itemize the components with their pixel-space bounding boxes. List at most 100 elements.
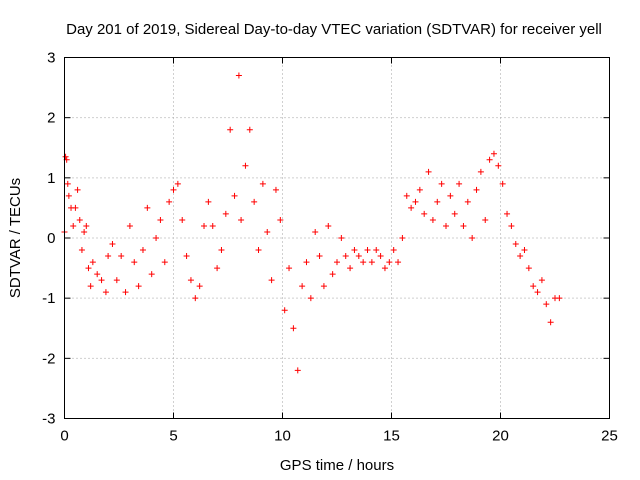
data-point <box>390 247 397 254</box>
data-point <box>231 192 238 199</box>
data-point <box>85 265 92 272</box>
data-point <box>534 289 541 296</box>
data-point <box>538 277 545 284</box>
data-point <box>94 271 101 278</box>
y-axis-label: SDTVAR / TECUs <box>7 178 24 298</box>
x-tick-label: 20 <box>492 428 509 445</box>
data-point <box>469 235 476 241</box>
data-point <box>477 168 484 175</box>
data-point <box>201 222 208 229</box>
data-point <box>547 319 554 326</box>
data-point <box>556 295 563 302</box>
data-point <box>131 259 138 266</box>
data-point <box>395 259 402 266</box>
data-point <box>377 253 384 260</box>
data-point <box>268 277 275 284</box>
data-point <box>98 277 105 284</box>
data-point <box>238 216 245 223</box>
y-tick-label: 1 <box>47 170 55 187</box>
data-point <box>360 259 367 266</box>
data-point <box>408 204 415 211</box>
data-point <box>447 192 454 199</box>
data-point <box>62 153 69 160</box>
data-point <box>460 222 467 229</box>
data-point <box>438 180 445 187</box>
data-point <box>174 180 181 187</box>
data-point <box>512 241 519 248</box>
data-point <box>451 210 458 217</box>
data-point <box>517 253 524 260</box>
data-point <box>74 186 81 193</box>
x-axis-label: GPS time / hours <box>280 457 394 474</box>
data-point <box>281 307 288 314</box>
y-tick-label: 0 <box>47 230 55 247</box>
y-tick-label: -2 <box>42 350 55 367</box>
data-point <box>135 283 142 290</box>
grid <box>64 57 610 419</box>
data-point <box>227 126 234 133</box>
x-tick-label: 0 <box>60 428 68 445</box>
data-point <box>312 228 319 235</box>
x-tick-label: 10 <box>274 428 291 445</box>
y-tick-label: -1 <box>42 290 55 307</box>
data-point <box>183 253 190 260</box>
data-point <box>543 301 550 308</box>
data-point <box>109 241 116 248</box>
data-point <box>272 186 279 193</box>
data-point <box>65 192 72 199</box>
data-point <box>334 259 340 266</box>
data-point <box>122 289 129 296</box>
data-point <box>412 198 419 205</box>
data-point <box>166 198 173 205</box>
data-point <box>473 186 480 193</box>
data-point <box>222 210 229 217</box>
data-point <box>429 216 436 223</box>
data-point <box>83 222 90 229</box>
data-point <box>368 259 375 266</box>
data-point <box>246 126 253 133</box>
y-tick-label: 2 <box>47 110 55 127</box>
data-point <box>255 247 262 254</box>
data-point <box>464 198 471 205</box>
data-point <box>209 222 216 229</box>
data-point <box>342 253 349 260</box>
data-point <box>486 156 493 163</box>
data-point <box>381 265 388 272</box>
data-point <box>264 228 271 235</box>
data-point <box>259 180 266 187</box>
data-point <box>434 198 441 205</box>
data-point <box>179 216 186 223</box>
data-point <box>347 265 354 272</box>
data-point <box>76 216 83 223</box>
data-point <box>102 289 109 296</box>
data-point <box>530 283 537 290</box>
data-point <box>118 253 125 260</box>
data-point <box>153 235 160 241</box>
data-point <box>316 253 323 260</box>
data-point <box>148 271 155 278</box>
data-point <box>144 204 151 211</box>
data-point <box>329 271 336 278</box>
chart-title: Day 201 of 2019, Sidereal Day-to-day VTE… <box>66 21 602 38</box>
data-point <box>290 325 297 332</box>
data-point <box>303 259 310 266</box>
data-point <box>157 216 164 223</box>
data-point <box>139 247 146 254</box>
data-point <box>187 277 194 284</box>
data-point <box>286 265 293 272</box>
data-point <box>386 259 393 266</box>
data-point <box>504 210 511 217</box>
y-tick-label: -3 <box>42 411 55 428</box>
x-tick-label: 25 <box>601 428 618 445</box>
data-point <box>161 259 168 266</box>
data-point <box>70 222 77 229</box>
data-point <box>325 222 332 229</box>
data-point <box>72 204 79 211</box>
data-points <box>61 72 563 374</box>
x-tick-label: 5 <box>169 428 177 445</box>
data-point <box>373 247 380 254</box>
data-point <box>205 198 212 205</box>
data-point <box>242 162 249 169</box>
data-point <box>170 186 177 193</box>
data-point <box>78 247 85 254</box>
